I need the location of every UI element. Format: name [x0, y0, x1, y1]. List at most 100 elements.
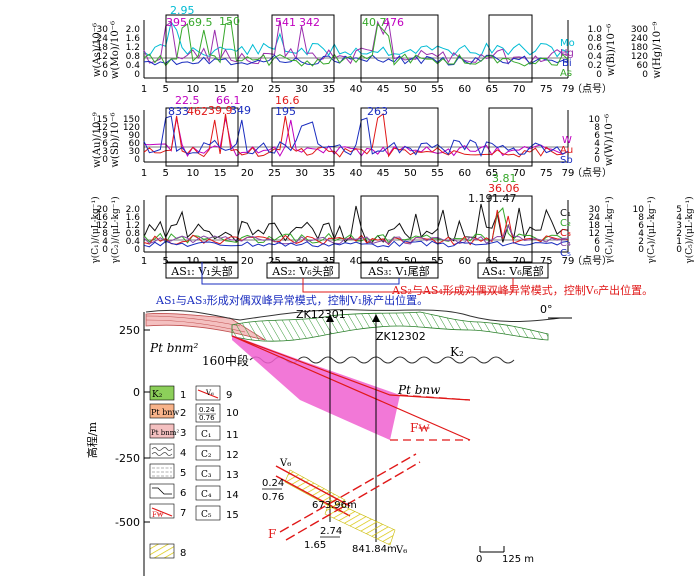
- svg-text:24: 24: [589, 213, 601, 223]
- svg-text:6: 6: [180, 488, 186, 499]
- svg-text:0: 0: [134, 155, 140, 165]
- svg-text:0.8: 0.8: [588, 34, 603, 44]
- svg-text:0.4: 0.4: [126, 237, 141, 247]
- unit-k2-label: K₂: [450, 345, 464, 359]
- series-label-c1: C₁: [560, 208, 571, 219]
- fault-zone: [232, 335, 400, 440]
- svg-text:5: 5: [180, 468, 186, 479]
- x-tick-label: 40: [350, 168, 363, 179]
- svg-text:0.2: 0.2: [588, 61, 602, 71]
- x-tick-label: 50: [404, 256, 417, 267]
- svg-text:24: 24: [97, 34, 109, 44]
- elevation-ticks: 250 0 -250 -500: [115, 324, 140, 529]
- x-tick-label: 25: [268, 256, 281, 267]
- svg-text:4: 4: [638, 229, 644, 239]
- x-tick-label: 65: [486, 256, 499, 267]
- note-red: AS₂与AS₄形成对偶双峰异常模式，控制V₆产出位置。: [391, 283, 653, 297]
- series-as-line: [143, 21, 569, 67]
- right-ticks: 30 24 18 12 6 0 10 8 6 4 2 0 5 4 3 2 1 0: [589, 205, 683, 255]
- svg-text:C₄: C₄: [201, 490, 212, 500]
- x-tick-label: 35: [322, 84, 335, 95]
- x-tick-label: 60: [458, 168, 471, 179]
- series-label-c2: C₂: [560, 218, 571, 229]
- x-tick-label: 25: [268, 84, 281, 95]
- series-label-c4: C₄: [560, 238, 571, 249]
- left-ticks: 30 24 18 12 6 0 2.0 1.6 1.2 0.8 0.4 0: [97, 25, 141, 80]
- svg-text:4: 4: [676, 213, 682, 223]
- svg-text:12: 12: [589, 229, 600, 239]
- left-ticks: 15 12 9 6 3 0 150 120 90 60 30 0: [97, 115, 141, 165]
- svg-text:3: 3: [180, 428, 186, 439]
- svg-text:30: 30: [97, 25, 109, 35]
- x-tick-labels: 1 5 10 15 20 25 30 35 40 45 50 55 60 65 70 75 79: [141, 256, 575, 267]
- axis-label-w: w(W)/10⁻⁶: [604, 114, 615, 166]
- svg-text:6: 6: [102, 61, 108, 71]
- axis-label-c1-right: γ(C₁)/(μL·kg⁻¹): [604, 196, 615, 263]
- assay-2a: 2.74: [320, 526, 342, 537]
- peak-label: 22.5: [175, 94, 200, 107]
- x-tick-label: 1: [141, 84, 147, 95]
- axis-label-hg: w(Hg)/10⁻⁹: [652, 22, 663, 79]
- svg-text:60: 60: [129, 139, 141, 149]
- peak-label: 69.5: [188, 16, 213, 29]
- svg-text:0: 0: [102, 155, 108, 165]
- x-tick-label: 5: [163, 168, 169, 179]
- svg-text:-250: -250: [115, 452, 140, 465]
- svg-text:8: 8: [638, 213, 644, 223]
- fault-label: F₩: [410, 421, 430, 435]
- x-tick-label: 75: [540, 84, 553, 95]
- depth-2: 841.84m: [352, 544, 397, 555]
- x-tick-label: 20: [241, 256, 254, 267]
- axis-label-mo: w(Mo)/10⁻⁶: [110, 21, 121, 79]
- svg-text:1: 1: [676, 237, 682, 247]
- svg-text:4: 4: [102, 237, 108, 247]
- anomaly-box: [488, 195, 533, 263]
- series-mo-line: [143, 20, 569, 58]
- x-tick-label: 20: [241, 84, 254, 95]
- series-c4-line: [143, 224, 569, 245]
- svg-text:2.0: 2.0: [126, 205, 141, 215]
- x-tick-label: 79: [562, 256, 575, 267]
- svg-text:8: 8: [594, 123, 600, 133]
- svg-text:V₆: V₆: [205, 389, 214, 397]
- svg-text:4: 4: [180, 448, 186, 459]
- drill-label-2: ZK12302: [376, 330, 426, 343]
- svg-text:150: 150: [123, 115, 140, 125]
- axis-label-c1: γ(C₁)/(μL·kg⁻¹): [90, 196, 101, 263]
- peak-label: 476: [383, 16, 404, 29]
- svg-text:C₃: C₃: [201, 470, 212, 480]
- peak-label: 36.06: [488, 182, 520, 195]
- svg-text:0: 0: [102, 70, 108, 80]
- assay-1a: 0.24: [262, 478, 284, 489]
- x-tick-label: 40: [350, 256, 363, 267]
- legend: K₂ 1 Pt bnw 2 Pt bnm² 3 4 5 6 F₩ 7 8 V₆ …: [149, 385, 239, 559]
- svg-text:6: 6: [594, 237, 600, 247]
- fault-label-lower: F: [268, 527, 276, 541]
- peak-label: 39.9: [208, 104, 233, 117]
- svg-text:1.6: 1.6: [126, 213, 141, 223]
- x-tick-label: 15: [214, 256, 227, 267]
- svg-text:0: 0: [596, 70, 602, 80]
- series-label-mo: Mo: [560, 38, 575, 49]
- svg-text:0.8: 0.8: [126, 229, 141, 239]
- unit-ptbnm-label: Pt bnm²: [149, 341, 199, 355]
- svg-text:0: 0: [638, 245, 644, 255]
- svg-text:12: 12: [97, 52, 108, 62]
- svg-text:10: 10: [633, 205, 645, 215]
- anomaly-box: [165, 107, 239, 167]
- series-c3-line: [143, 209, 569, 246]
- bracket-red: [302, 278, 514, 293]
- svg-text:0: 0: [594, 155, 600, 165]
- panel-3: 1.19 1.47 3.81 36.06 20 16 12 8 4 0 2.0 …: [90, 172, 695, 293]
- svg-text:18: 18: [97, 43, 109, 53]
- svg-text:1: 1: [180, 390, 186, 401]
- x-tick-label: 55: [431, 256, 444, 267]
- x-unit: （点号）: [572, 255, 612, 267]
- series-c5-line: [143, 240, 569, 248]
- x-tick-label: 70: [513, 256, 526, 267]
- series-bi-line: [143, 54, 569, 66]
- x-tick-label: 10: [187, 168, 200, 179]
- svg-text:0: 0: [134, 70, 140, 80]
- x-tick-label: 10: [187, 84, 200, 95]
- axis-label-c2: γ(C₂)/(μL·kg⁻¹): [110, 196, 121, 263]
